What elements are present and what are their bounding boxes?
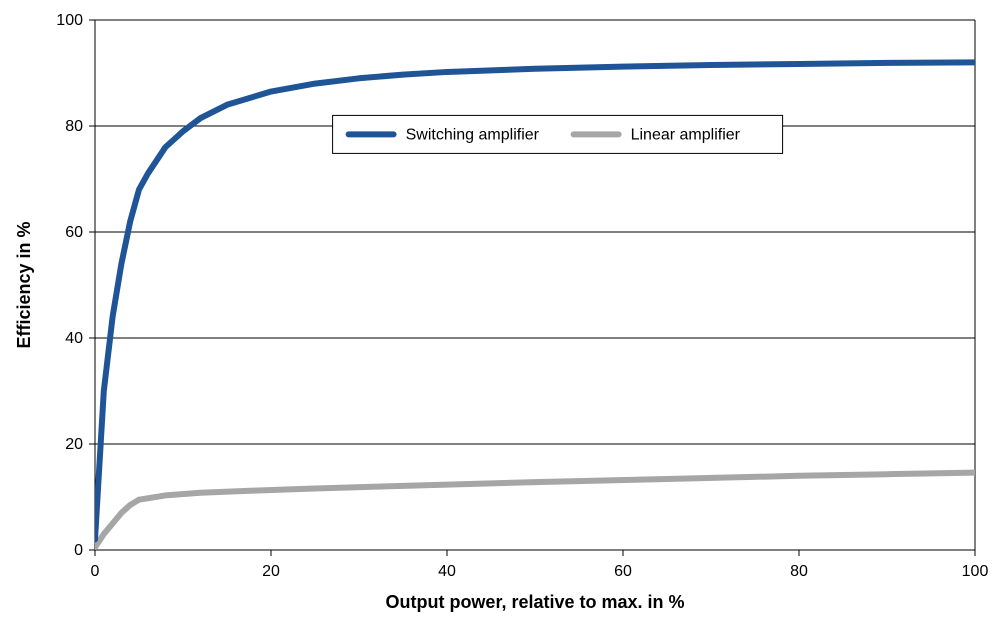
x-tick-label: 0 [91, 563, 100, 580]
y-tick-label: 20 [65, 436, 83, 453]
x-axis-label: Output power, relative to max. in % [385, 592, 684, 612]
legend-label: Switching amplifier [406, 126, 540, 143]
x-tick-label: 80 [790, 563, 808, 580]
y-tick-label: 40 [65, 330, 83, 347]
x-tick-label: 60 [614, 563, 632, 580]
legend: Switching amplifier Linear amplifier [333, 115, 783, 153]
x-tick-label: 20 [262, 563, 280, 580]
y-axis-label: Efficiency in % [14, 221, 34, 348]
y-tick-label: 0 [74, 542, 83, 559]
y-tick-label: 100 [56, 12, 83, 29]
x-tick-label: 100 [962, 563, 989, 580]
legend-label: Linear amplifier [631, 126, 741, 143]
efficiency-chart: 0 20 40 60 80 100 0 20 40 60 80 100 Output power, re… [0, 0, 997, 632]
chart-svg: 0 20 40 60 80 100 0 20 40 60 80 100 Output power, re… [0, 0, 997, 632]
x-tick-label: 40 [438, 563, 456, 580]
chart-background [0, 0, 997, 632]
y-tick-label: 80 [65, 118, 83, 135]
y-tick-label: 60 [65, 224, 83, 241]
